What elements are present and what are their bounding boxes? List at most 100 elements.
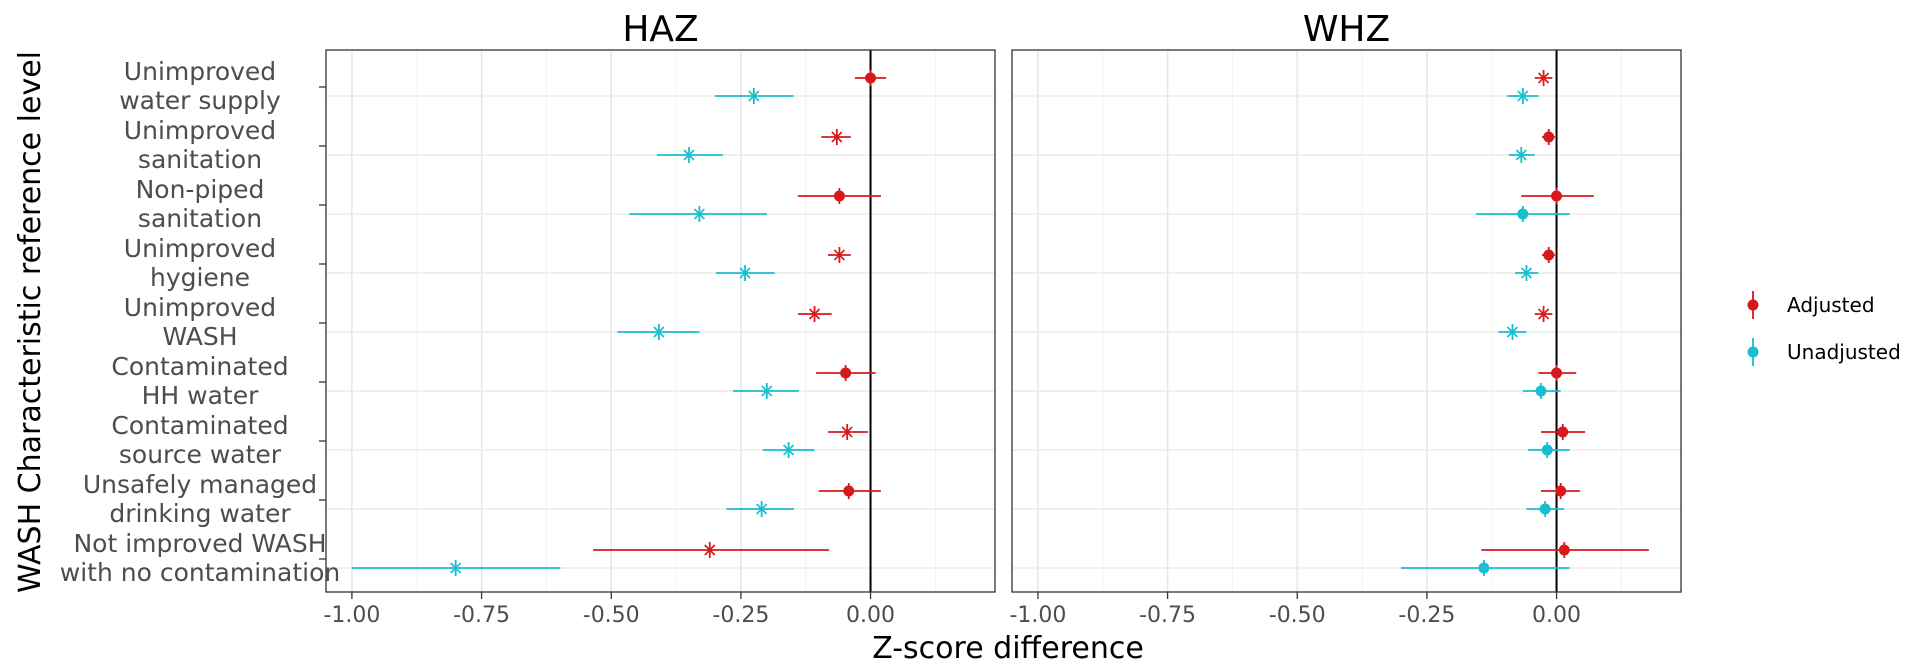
category-label: Unimproved WASH [124,293,276,351]
category-label: Non-piped sanitation [136,175,265,233]
category-label-line: Unimproved [124,234,276,263]
point-marker-x [756,503,768,515]
adjusted-estimate [1542,247,1555,263]
adjusted-estimate [816,365,876,381]
point-marker-x [739,267,751,279]
panels-group: HAZ -1.00 -0.75 -0.50 -0.25 0.00 WHZ -1.00 -0.75… [319,9,1682,628]
point-marker-x [761,385,773,397]
category-label-line: sanitation [138,145,262,174]
adjusted-estimate [1534,70,1553,86]
adjusted-estimate [828,247,851,263]
unadjusted-estimate [726,501,794,517]
legend-key-dot [1747,299,1759,311]
point-marker [1478,562,1490,574]
point-marker-x [704,544,716,556]
unadjusted-estimate [1507,88,1539,104]
category-label-line: HH water [142,381,259,410]
category-label-line: WASH [162,322,237,351]
point-marker [1551,367,1563,379]
legend-label: Unadjusted [1787,340,1901,364]
point-marker [1551,190,1563,202]
category-label: Contaminated HH water [111,352,288,410]
point-marker-x [808,308,821,320]
unadjusted-estimate [629,206,767,222]
unadjusted-estimate [1508,147,1535,163]
unadjusted-estimate [733,383,799,399]
x-tick-label: -0.50 [1269,603,1326,628]
unadjusted-estimate [1498,324,1527,340]
point-marker-x [693,208,705,220]
x-tick-label: 0.00 [1532,603,1581,628]
category-label-line: Unimproved [124,57,276,86]
point-marker-x [653,326,665,338]
category-label-line: Contaminated [111,411,288,440]
unadjusted-estimate [1526,501,1565,517]
x-tick-label: 0.00 [846,603,895,628]
point-marker [1558,544,1570,556]
adjusted-estimate [1540,483,1580,499]
point-marker-x [1506,326,1519,338]
adjusted-estimate [854,70,887,86]
point-marker-x [1517,90,1529,102]
point-marker [1543,131,1555,143]
point-marker-x [833,249,845,261]
adjusted-estimate [1481,542,1649,558]
unadjusted-estimate [1476,206,1570,222]
point-marker-x [683,149,695,161]
panel-background [1012,50,1681,592]
unadjusted-estimate [351,560,561,576]
category-label-line: hygiene [150,263,250,292]
adjusted-estimate [797,306,832,322]
legend-label: Adjusted [1787,293,1875,317]
adjusted-estimate [1521,188,1594,204]
legend-item-unadjusted: Unadjusted [1747,338,1901,366]
unadjusted-estimate [1528,442,1570,458]
point-marker [843,485,855,497]
category-label-line: Unsafely managed [83,470,317,499]
x-tick-label: -1.00 [323,603,380,628]
point-marker [833,190,845,202]
category-label: Contaminated source water [111,411,288,469]
adjusted-estimate [821,129,851,145]
category-label: Unimproved water supply [119,57,281,115]
legend-key-dot [1747,346,1759,358]
adjusted-estimate [1542,129,1555,145]
category-label-line: Not improved WASH [73,529,326,558]
point-marker-x [1538,72,1550,84]
panel-whz: WHZ -1.00 -0.75 -0.50 -0.25 0.00 [1009,9,1682,628]
category-label-line: water supply [119,86,281,115]
point-marker [1535,385,1547,397]
x-tick-label: -0.25 [1398,603,1455,628]
category-label: Not improved WASH with no contamination [60,529,340,587]
point-marker-x [783,444,795,456]
category-label-line: Non-piped [136,175,265,204]
unadjusted-estimate [762,442,815,458]
unadjusted-estimate [1515,265,1539,281]
adjusted-estimate [593,542,830,558]
unadjusted-estimate [715,265,775,281]
x-tick-label: -0.25 [712,603,769,628]
point-marker [1539,503,1551,515]
point-marker [865,72,877,84]
category-label-line: Unimproved [124,293,276,322]
legend-item-adjusted: Adjusted [1747,291,1875,319]
point-marker [840,367,852,379]
panel-haz: HAZ -1.00 -0.75 -0.50 -0.25 0.00 [319,9,996,628]
category-label-line: drinking water [109,499,291,528]
unadjusted-estimate [1522,383,1561,399]
legend: Adjusted Unadjusted [1747,291,1901,366]
point-marker [1555,485,1567,497]
point-marker [1517,208,1529,220]
adjusted-estimate [797,188,881,204]
panel-background [326,50,995,592]
unadjusted-estimate [617,324,700,340]
x-tick-label: -0.75 [453,603,510,628]
unadjusted-estimate [714,88,794,104]
category-label: Unimproved sanitation [124,116,276,174]
category-label: Unimproved hygiene [124,234,276,292]
adjusted-estimate [1538,365,1577,381]
adjusted-estimate [818,483,881,499]
unadjusted-estimate [1400,560,1570,576]
